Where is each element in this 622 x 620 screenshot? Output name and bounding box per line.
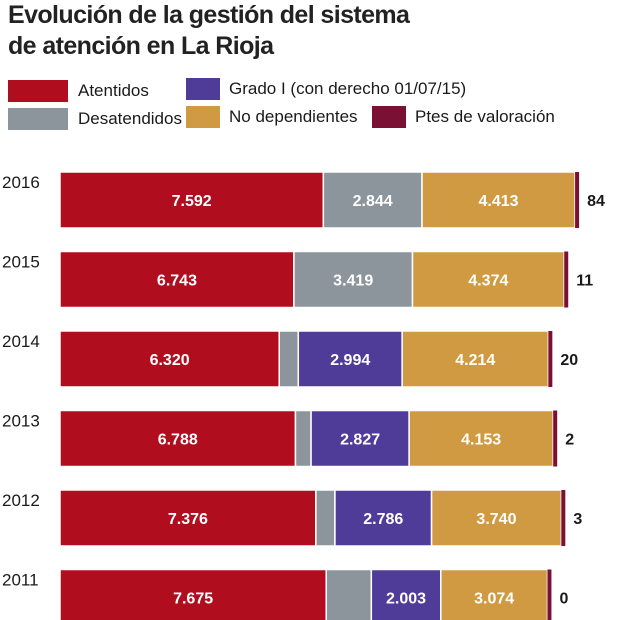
year-label-2015: 2015: [2, 253, 40, 272]
bar-atendidos-2016: [59, 171, 325, 229]
bar-desatendidos-2013: [294, 409, 312, 468]
value-label-ptes-2016: 84: [587, 193, 605, 210]
value-label-grado1-2014: 2.994: [330, 352, 370, 369]
legend-swatch-grado1: [186, 78, 220, 100]
value-label-grado1-2013: 2.827: [340, 432, 380, 449]
value-label-ptes-2014: 20: [560, 352, 578, 369]
bar-desatendidos-2011: [325, 568, 373, 620]
legend-label-desatendidos: Desatendidos: [78, 109, 182, 128]
bar-atendidos-2015: [59, 250, 295, 309]
legend-label-atendidos: Atentidos: [78, 81, 149, 100]
value-label-desatendidos-2016: 2.844: [353, 193, 393, 210]
value-label-ptes-2012: 3: [573, 511, 582, 528]
year-label-2013: 2013: [2, 412, 40, 431]
bar-ptes-2012: [561, 490, 566, 546]
value-label-atendidos-2014: 6.320: [150, 352, 190, 369]
value-label-atendidos-2011: 7.675: [173, 591, 213, 608]
value-label-no_dependientes-2012: 3.740: [476, 511, 516, 528]
bar-ptes-2015: [564, 251, 569, 308]
bar-ptes-2013: [553, 410, 558, 467]
value-label-desatendidos-2015: 3.419: [333, 273, 373, 290]
value-label-no_dependientes-2016: 4.413: [479, 193, 519, 210]
year-label-2014: 2014: [2, 332, 40, 351]
bar-atendidos-2014: [59, 330, 280, 388]
value-label-grado1-2011: 2.003: [386, 591, 426, 608]
value-label-ptes-2015: 11: [576, 273, 593, 290]
bar-grado1-2012: [334, 489, 433, 547]
legend-swatch-desatendidos: [8, 108, 68, 130]
bar-no_dependientes-2014: [401, 330, 550, 388]
year-label-2016: 2016: [2, 173, 40, 192]
bar-ptes-2014: [548, 331, 553, 387]
value-label-no_dependientes-2015: 4.374: [468, 273, 508, 290]
bar-grado1-2013: [310, 409, 410, 468]
legend-label-ptes: Ptes de valoración: [415, 107, 555, 126]
bar-no_dependientes-2015: [411, 250, 565, 309]
bar-desatendidos-2014: [278, 330, 300, 388]
bar-no_dependientes-2011: [440, 568, 549, 620]
legend-swatch-no-dependientes: [186, 106, 220, 128]
value-label-atendidos-2016: 7.592: [172, 193, 212, 210]
chart-title-line-2: de atención en La Rioja: [8, 32, 274, 60]
value-label-no_dependientes-2013: 4.153: [461, 432, 501, 449]
bar-no_dependientes-2012: [430, 489, 563, 547]
legend-label-grado1: Grado I (con derecho 01/07/15): [229, 79, 467, 98]
bar-ptes-2016: [575, 172, 580, 228]
bar-ptes-2011: [547, 569, 552, 620]
bar-desatendidos-2012: [315, 489, 336, 547]
year-label-2012: 2012: [2, 491, 40, 510]
chart-title: Evolución de la gestión del sistema de a…: [8, 0, 608, 62]
bar-no_dependientes-2013: [408, 409, 554, 468]
bar-desatendidos-2015: [293, 250, 414, 309]
value-label-no_dependientes-2014: 4.214: [455, 352, 495, 369]
value-label-atendidos-2013: 6.788: [158, 432, 198, 449]
value-label-no_dependientes-2011: 3.074: [474, 591, 514, 608]
bar-atendidos-2012: [59, 489, 317, 547]
bar-atendidos-2013: [59, 409, 297, 468]
legend-label-no-dependientes: No dependientes: [229, 107, 358, 126]
value-label-ptes-2013: 2: [565, 432, 574, 449]
value-label-ptes-2011: 0: [559, 591, 568, 608]
chart-title-line-1: Evolución de la gestión del sistema: [8, 1, 410, 29]
legend-swatch-ptes: [372, 106, 406, 128]
bar-grado1-2014: [297, 330, 403, 388]
value-label-grado1-2012: 2.786: [363, 511, 403, 528]
legend-swatch-atendidos: [8, 80, 68, 102]
value-label-atendidos-2012: 7.376: [168, 511, 208, 528]
bar-atendidos-2011: [59, 568, 327, 620]
year-label-2011: 2011: [2, 571, 39, 590]
value-label-atendidos-2015: 6.743: [157, 273, 197, 290]
bar-grado1-2011: [370, 568, 442, 620]
